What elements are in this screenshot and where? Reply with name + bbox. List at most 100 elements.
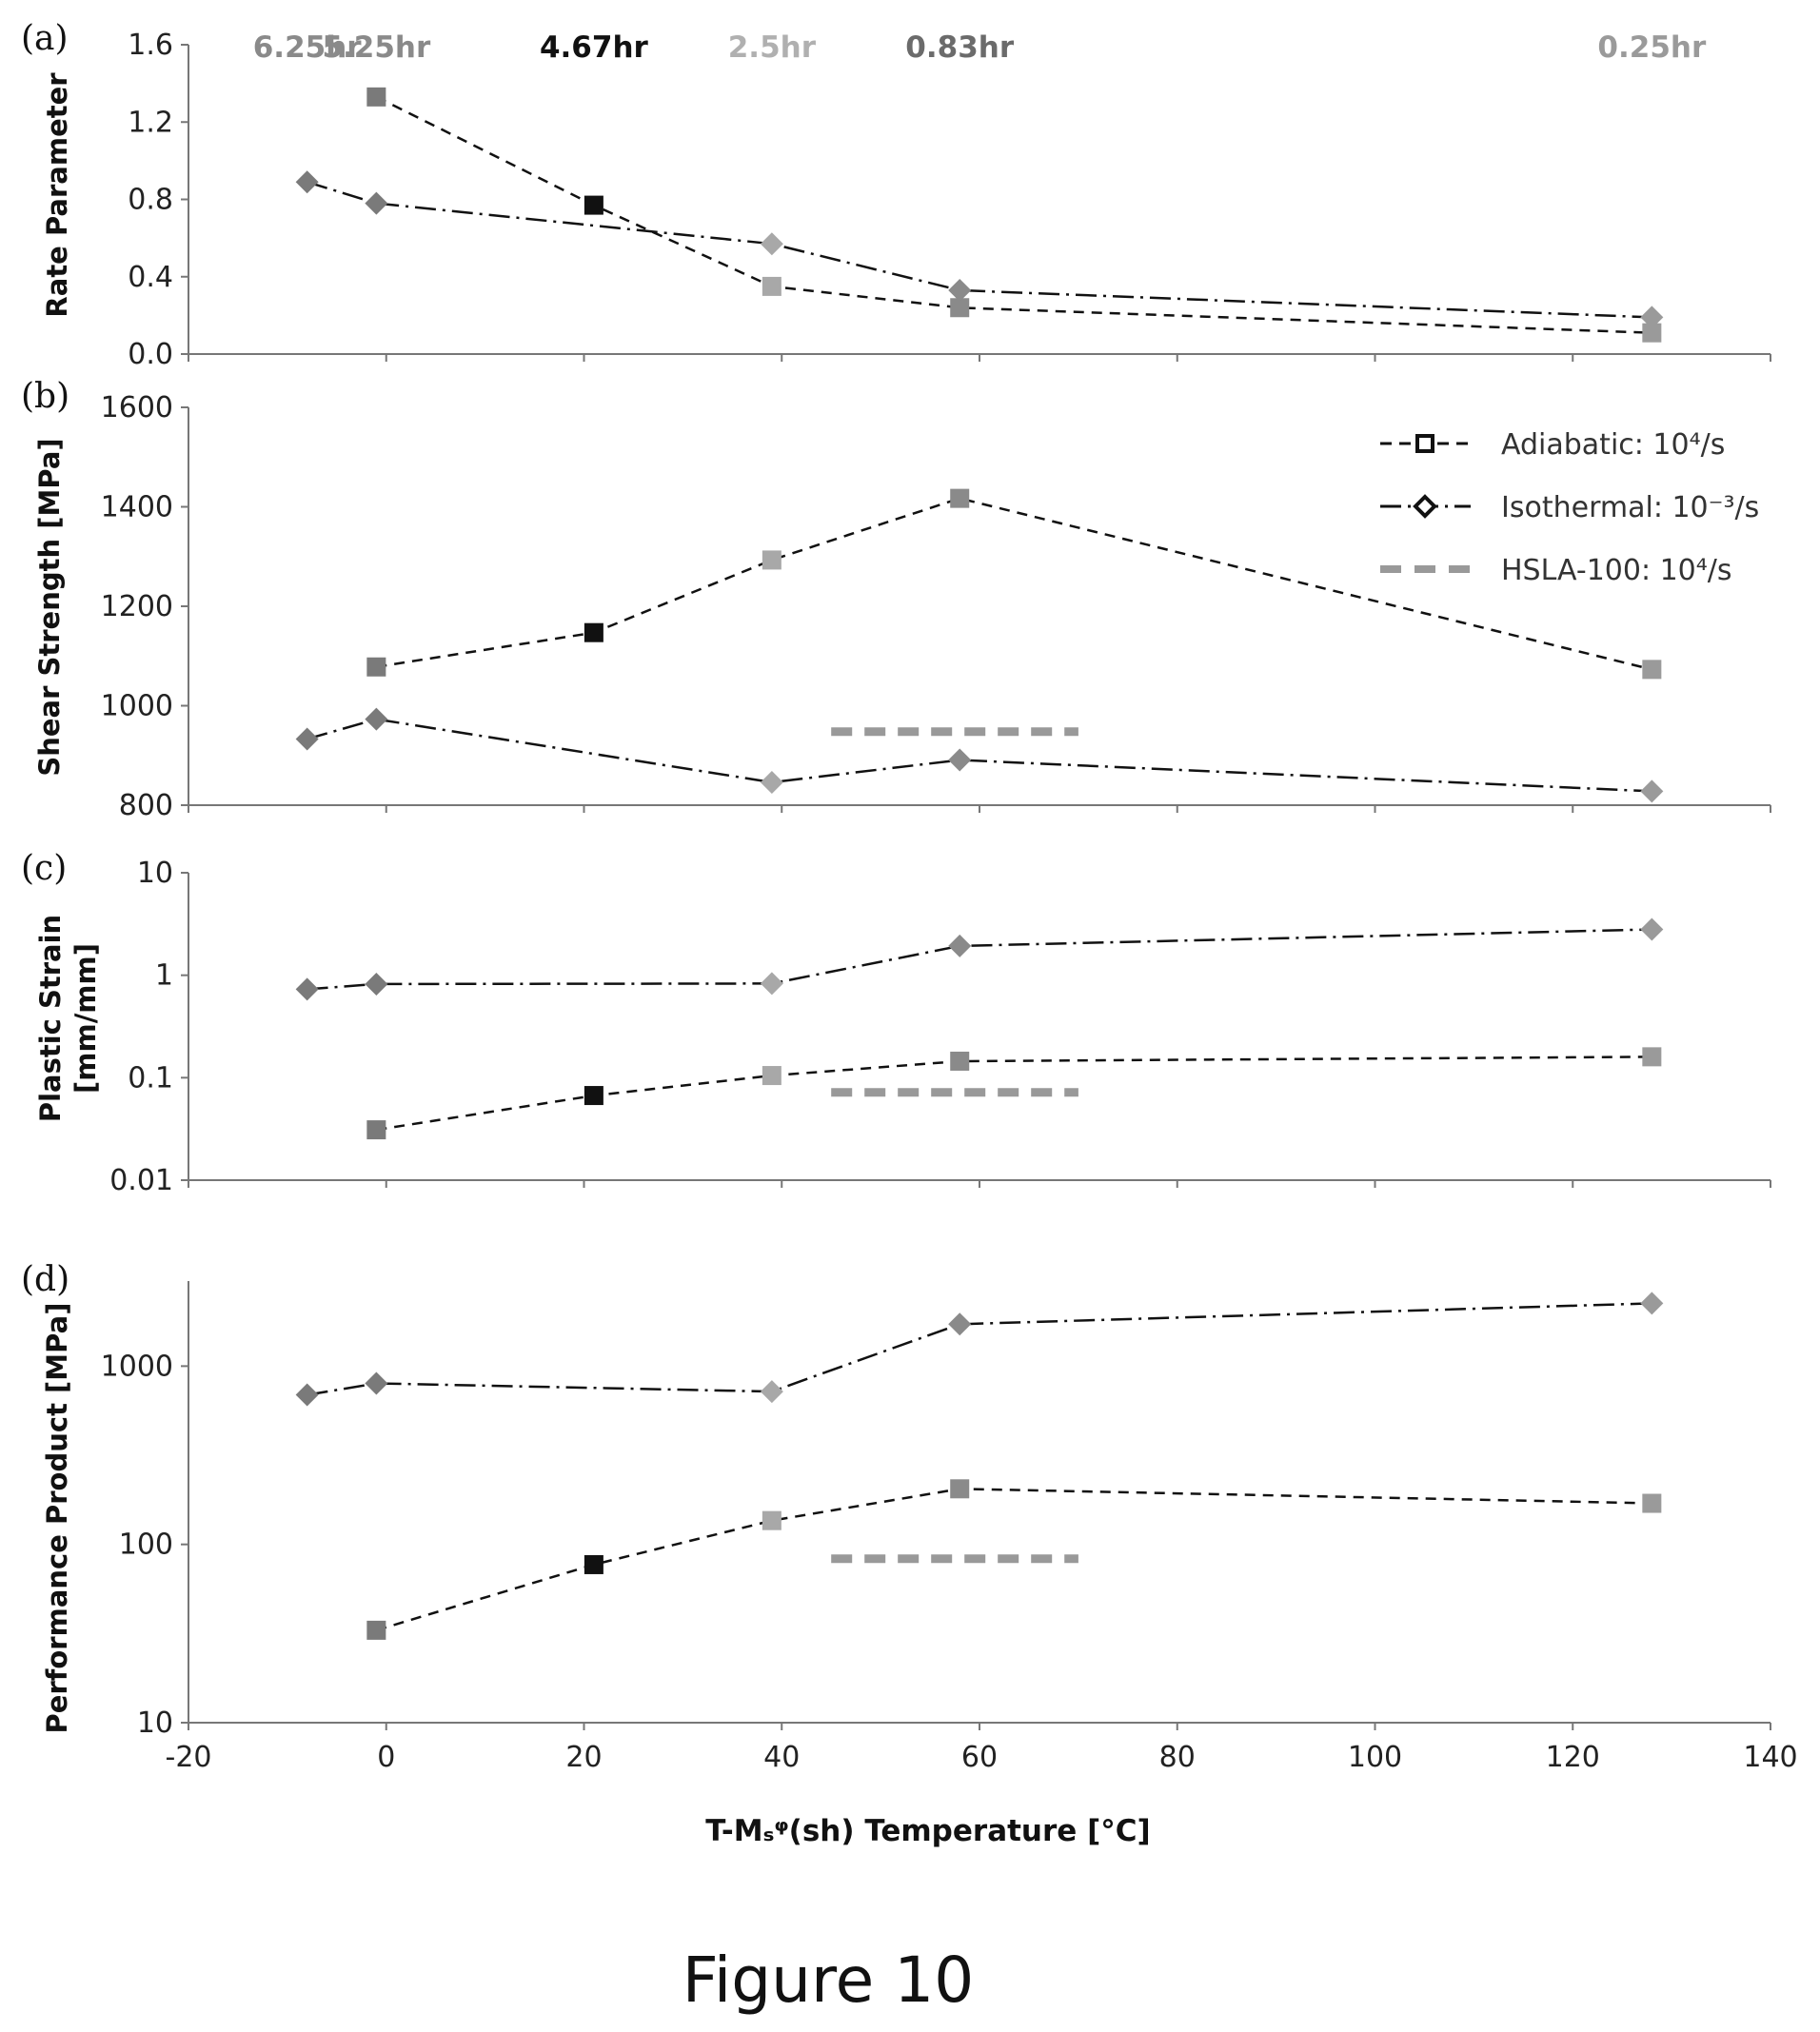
x-tick-label: 100 <box>1348 1741 1402 1774</box>
adiabatic-point-marker <box>762 1510 781 1530</box>
adiabatic-point-marker <box>950 488 970 508</box>
y-tick-label: 1400 <box>101 491 173 524</box>
time-label: 5.25hr <box>322 30 431 65</box>
panel-d-performance-product: (d) Performance Product [MPa] T-Mₛᵠ(sh) … <box>21 1260 1798 1848</box>
series-isothermal-line <box>307 718 1652 793</box>
y-tick-label: 1000 <box>101 690 173 723</box>
y-tick-label: 1000 <box>101 1350 173 1383</box>
isothermal-point-marker <box>948 1312 972 1336</box>
isothermal-point-marker <box>295 170 319 194</box>
adiabatic-point-marker <box>1642 660 1662 680</box>
adiabatic-point-marker <box>584 1554 603 1574</box>
x-tick-label: 80 <box>1159 1741 1196 1774</box>
panel-label-a: (a) <box>21 19 69 58</box>
series-isothermal-line <box>307 1302 1652 1396</box>
panel-label-c: (c) <box>21 849 67 888</box>
y-axis-label-performance-product: Performance Product [MPa] <box>41 1303 73 1734</box>
time-label: 0.25hr <box>1597 30 1707 65</box>
isothermal-point-marker <box>948 934 972 957</box>
legend-hsla-label: HSLA-100: 10⁴/s <box>1501 554 1732 587</box>
y-tick-label: 0.8 <box>128 184 173 217</box>
legend-isothermal-label: Isothermal: 10⁻³/s <box>1501 491 1759 524</box>
legend-adiabatic-marker <box>1415 434 1434 453</box>
adiabatic-point-marker <box>584 622 603 642</box>
panel-b-shear-strength: (b) Shear Strength [MPa] Adiabatic: 10⁴/… <box>21 377 1771 822</box>
y-tick-label: 1 <box>155 959 173 993</box>
adiabatic-point-marker <box>1642 323 1662 343</box>
figure-caption: Figure 10 <box>682 1943 974 2017</box>
x-tick-label: 60 <box>961 1741 998 1774</box>
adiabatic-point-marker <box>366 1620 386 1640</box>
time-label: 2.5hr <box>728 30 817 65</box>
y-tick-label: 1.2 <box>128 106 173 139</box>
adiabatic-point-marker <box>584 1086 603 1106</box>
isothermal-point-marker <box>1640 917 1664 941</box>
isothermal-point-marker <box>295 727 319 751</box>
series-isothermal-line <box>307 181 1652 319</box>
x-tick-label: 40 <box>763 1741 800 1774</box>
adiabatic-point-marker <box>762 550 781 570</box>
y-axis-label-rate-parameter: Rate Parameter <box>41 72 73 318</box>
time-label: 0.83hr <box>905 30 1015 65</box>
time-label: 6.25hr <box>253 30 363 65</box>
x-tick-label: 140 <box>1743 1741 1797 1774</box>
adiabatic-point-marker <box>762 1066 781 1086</box>
adiabatic-point-marker <box>366 1120 386 1140</box>
adiabatic-point-marker <box>584 195 603 215</box>
isothermal-point-marker <box>948 748 972 772</box>
legend-isothermal-marker <box>1413 494 1437 519</box>
y-axis-label-plastic-strain-line2: [mm/mm] <box>69 943 102 1094</box>
x-tick-label: 20 <box>565 1741 602 1774</box>
series-isothermal-line <box>307 928 1652 991</box>
panel-c-plastic-strain: (c) Plastic Strain [mm/mm] 0.01 0.1 1 10 <box>21 849 1771 1197</box>
adiabatic-point-marker <box>1642 1047 1662 1067</box>
x-axis-label-temperature: T-Mₛᵠ(sh) Temperature [°C] <box>705 1814 1150 1848</box>
isothermal-point-marker <box>760 770 783 794</box>
y-tick-label: 0.1 <box>128 1061 173 1095</box>
x-tick-label: 120 <box>1546 1741 1600 1774</box>
panel-label-d: (d) <box>21 1260 69 1299</box>
legend-adiabatic-label: Adiabatic: 10⁴/s <box>1501 428 1725 462</box>
adiabatic-point-marker <box>366 87 386 107</box>
isothermal-point-marker <box>295 977 319 1001</box>
isothermal-point-marker <box>760 1380 783 1404</box>
series-adiabatic-line <box>376 1488 1652 1632</box>
adiabatic-point-marker <box>762 276 781 296</box>
isothermal-point-marker <box>365 972 388 996</box>
x-tick-label: 0 <box>377 1741 395 1774</box>
isothermal-point-marker <box>295 1383 319 1407</box>
legend: Adiabatic: 10⁴/s Isothermal: 10⁻³/s HSLA… <box>1380 428 1759 587</box>
y-tick-label: 0.0 <box>128 338 173 371</box>
adiabatic-point-marker <box>950 298 970 318</box>
y-tick-label: 1600 <box>101 391 173 424</box>
y-tick-label: 800 <box>119 789 173 822</box>
adiabatic-point-marker <box>950 1051 970 1071</box>
panel-a-rate-parameter: (a) Rate Parameter 0.0 0.4 0.8 1.2 1.6 <box>21 19 1771 371</box>
y-tick-label: 10 <box>137 1706 173 1740</box>
isothermal-point-marker <box>365 1371 388 1395</box>
isothermal-point-marker <box>365 707 388 731</box>
y-tick-label: 1200 <box>101 590 173 623</box>
time-label: 4.67hr <box>540 30 649 65</box>
isothermal-point-marker <box>1640 306 1664 329</box>
isothermal-point-marker <box>760 972 783 996</box>
panel-label-b: (b) <box>21 377 69 416</box>
y-tick-label: 10 <box>137 857 173 890</box>
isothermal-point-marker <box>365 191 388 215</box>
y-axis-label-shear-strength: Shear Strength [MPa] <box>33 438 66 776</box>
series-adiabatic-line <box>375 95 1652 334</box>
isothermal-point-marker <box>1640 1292 1664 1315</box>
y-tick-label: 100 <box>119 1529 173 1562</box>
adiabatic-point-marker <box>366 657 386 677</box>
series-adiabatic-line <box>376 497 1652 671</box>
isothermal-point-marker <box>760 232 783 256</box>
y-axis-label-plastic-strain-line1: Plastic Strain <box>34 915 67 1122</box>
adiabatic-point-marker <box>1642 1493 1662 1513</box>
y-tick-label: 0.4 <box>128 261 173 294</box>
isothermal-point-marker <box>1640 779 1664 803</box>
y-tick-label: 0.01 <box>109 1164 173 1197</box>
adiabatic-point-marker <box>950 1479 970 1499</box>
y-tick-label: 1.6 <box>128 29 173 62</box>
